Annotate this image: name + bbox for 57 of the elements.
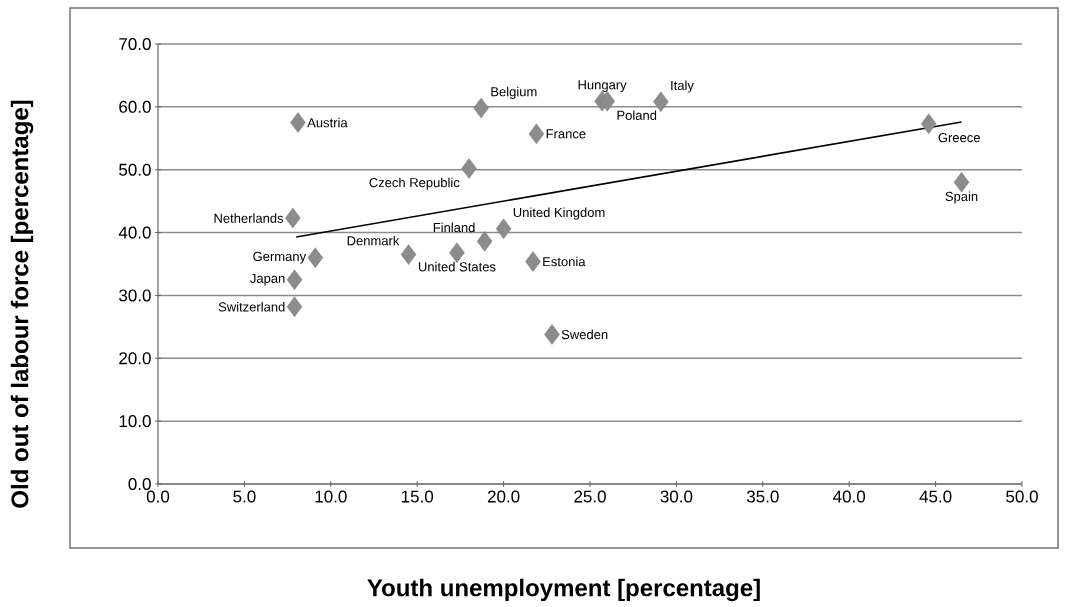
x-tick-label: 15.0: [401, 490, 434, 503]
point: [286, 296, 303, 317]
annotation: Poland: [617, 110, 657, 120]
point: [953, 172, 970, 193]
annotation: Italy: [671, 80, 694, 93]
y-tick-label: 30.0: [119, 289, 151, 302]
x-tick-label: 40.0: [833, 490, 866, 503]
point: [449, 242, 465, 263]
x-axis-title: Youth unemployment [percentage]: [367, 578, 760, 602]
annotation: Estonia: [543, 256, 586, 267]
y-tick-label: 10.0: [119, 415, 151, 428]
x-tick-label: 30.0: [660, 490, 693, 503]
point: [476, 231, 493, 252]
x-tick-label: 20.0: [487, 490, 520, 503]
y-tick-label: 20.0: [119, 352, 151, 365]
y-tick-label: 40.0: [118, 226, 151, 239]
y-tick-label: 50.0: [119, 163, 151, 176]
annotation: Spain: [945, 191, 978, 204]
x-tick-label: 45.0: [919, 490, 952, 503]
point: [285, 207, 301, 229]
point: [528, 123, 545, 145]
point: [495, 218, 512, 239]
annotation: France: [546, 129, 586, 139]
point: [599, 90, 615, 112]
point: [525, 251, 541, 272]
annotation: Belgium: [491, 86, 537, 99]
y-tick-label: 60.0: [119, 100, 151, 113]
x-tick-label: 35.0: [746, 490, 779, 503]
y-tick-label: 0.0: [128, 477, 151, 491]
annotation: Sweden: [561, 329, 608, 340]
point: [473, 97, 489, 119]
x-tick-label: 5.0: [233, 490, 256, 503]
annotation: Hungary: [578, 80, 627, 92]
point: [400, 244, 417, 265]
x-tick-label: 25.0: [574, 490, 606, 503]
x-tick-label: 50.0: [1006, 490, 1038, 503]
annotation: Austria: [307, 117, 348, 128]
annotation: Japan: [250, 273, 285, 286]
annotation: Switzerland: [218, 301, 285, 312]
annotation: Finland: [433, 222, 475, 233]
annotation: Germany: [253, 251, 307, 264]
annotation: Denmark: [347, 235, 400, 246]
annotation: Czech Republic: [369, 177, 460, 190]
point: [290, 112, 306, 133]
point: [286, 269, 303, 290]
annotation: United Kingdom: [513, 207, 605, 220]
y-axis-title: Old out of labour force [percentage]: [10, 100, 34, 508]
annotation: Greece: [938, 133, 980, 143]
point: [461, 158, 477, 179]
point: [920, 113, 937, 135]
y-tick-label: 70.0: [119, 37, 151, 51]
point: [307, 247, 323, 268]
annotation: Netherlands: [214, 213, 284, 223]
annotation: United States: [418, 261, 496, 272]
x-tick-label: 0.0: [146, 490, 170, 503]
x-tick-label: 10.0: [315, 490, 347, 503]
point: [544, 324, 560, 345]
